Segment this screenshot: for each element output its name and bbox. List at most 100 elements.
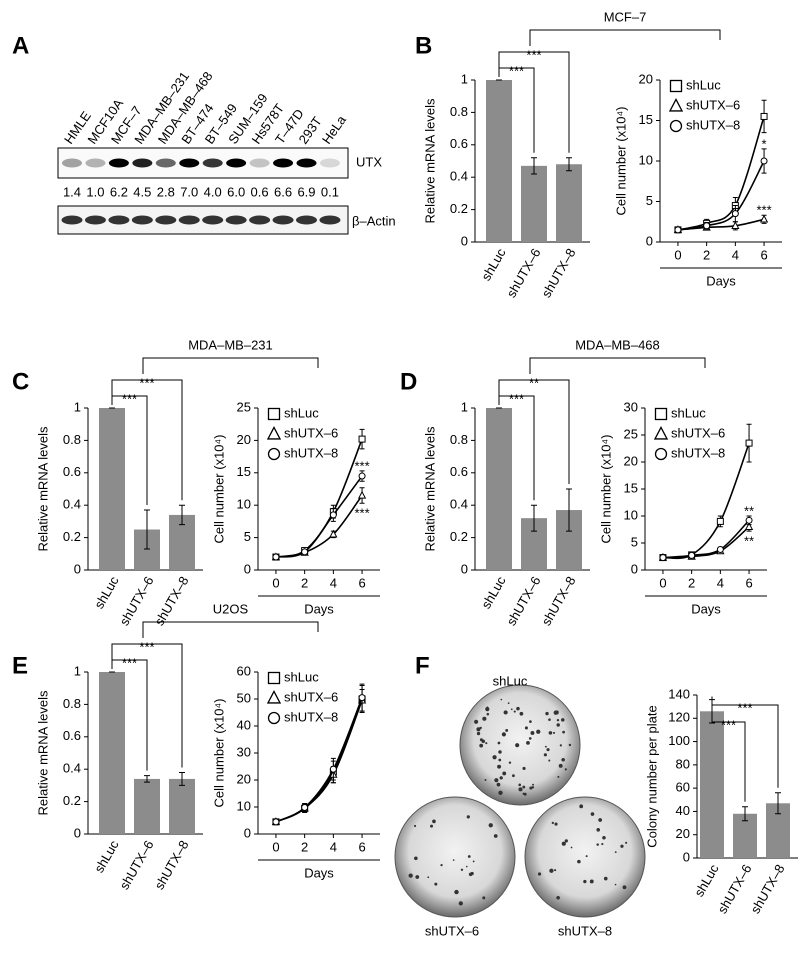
colony bbox=[479, 726, 482, 730]
colony bbox=[494, 778, 499, 783]
colony bbox=[583, 879, 587, 884]
lane-label: HeLa bbox=[319, 112, 350, 147]
category-label: shUTX–6 bbox=[116, 838, 156, 892]
colony bbox=[620, 844, 624, 848]
utx-level: 0.1 bbox=[321, 184, 339, 199]
data-point bbox=[301, 804, 309, 812]
x-tick-label: 0 bbox=[674, 247, 681, 262]
category-label: shLuc bbox=[691, 861, 722, 899]
colony bbox=[496, 782, 501, 787]
legend-label: shUTX–6 bbox=[671, 425, 725, 440]
panel-label: D bbox=[400, 368, 417, 395]
y-axis-label: Cell number (x10⁴) bbox=[211, 435, 226, 544]
actin-band bbox=[178, 215, 200, 225]
legend-marker bbox=[669, 119, 683, 133]
panel-label: A bbox=[12, 32, 29, 59]
x-tick-label: 0 bbox=[659, 575, 666, 590]
significance-label: *** bbox=[122, 391, 137, 406]
y-tick-label: 0.2 bbox=[63, 793, 81, 808]
colony bbox=[596, 843, 599, 846]
colony bbox=[484, 779, 487, 781]
utx-band bbox=[202, 158, 223, 168]
significance-label: *** bbox=[509, 63, 524, 78]
data-point bbox=[760, 157, 768, 165]
colony bbox=[556, 895, 560, 900]
colony bbox=[545, 711, 549, 716]
significance-label: *** bbox=[721, 717, 736, 732]
actin-band bbox=[249, 215, 271, 225]
colony bbox=[507, 702, 510, 704]
legend-label: shLuc bbox=[686, 77, 721, 92]
colony bbox=[510, 708, 513, 711]
colony bbox=[485, 707, 490, 712]
colony bbox=[570, 846, 573, 849]
colony bbox=[515, 743, 520, 748]
plate-label: shUTX–8 bbox=[558, 923, 612, 938]
utx-level: 0.6 bbox=[251, 184, 269, 199]
legend-label: shUTX–6 bbox=[284, 425, 338, 440]
colony bbox=[522, 766, 526, 771]
series-line bbox=[275, 697, 363, 823]
colony bbox=[548, 731, 553, 735]
colony bbox=[601, 842, 604, 846]
x-axis-label: Days bbox=[691, 601, 721, 616]
y-tick-label: 0 bbox=[74, 825, 81, 840]
y-tick-label: 0.8 bbox=[450, 432, 468, 447]
utx-band bbox=[62, 158, 82, 168]
colony bbox=[526, 741, 530, 745]
colony bbox=[492, 755, 497, 760]
colony bbox=[598, 818, 603, 822]
legend-label: shLuc bbox=[284, 669, 319, 684]
error-bar bbox=[144, 775, 150, 783]
utx-level: 6.6 bbox=[274, 184, 292, 199]
colony bbox=[414, 856, 418, 861]
significance-label: *** bbox=[526, 47, 541, 62]
colony bbox=[543, 753, 547, 757]
legend-label: shUTX–8 bbox=[284, 445, 338, 460]
significance-bracket bbox=[711, 696, 779, 788]
y-tick-label: 0 bbox=[244, 825, 251, 840]
colony bbox=[530, 730, 535, 735]
y-tick-label: 0.6 bbox=[63, 464, 81, 479]
legend-marker bbox=[267, 407, 281, 421]
colony bbox=[529, 786, 533, 790]
colony bbox=[516, 706, 520, 711]
y-tick-label: 0 bbox=[244, 561, 251, 576]
utx-band bbox=[249, 158, 270, 168]
y-tick-label: 1 bbox=[74, 663, 81, 678]
colony bbox=[472, 860, 475, 863]
y-tick-label: 0.4 bbox=[450, 497, 468, 512]
y-tick-label: 0 bbox=[631, 561, 638, 576]
utx-band bbox=[296, 158, 317, 168]
actin-band bbox=[155, 215, 177, 225]
colony bbox=[536, 729, 541, 734]
colony bbox=[614, 883, 617, 886]
plate bbox=[394, 796, 516, 918]
colony bbox=[544, 745, 547, 748]
cell-line-title: MDA–MB–468 bbox=[575, 337, 660, 352]
y-tick-label: 0 bbox=[74, 561, 81, 576]
y-tick-label: 0 bbox=[461, 233, 468, 248]
colony bbox=[493, 834, 498, 838]
y-tick-label: 20 bbox=[237, 771, 251, 786]
plate-label: shUTX–6 bbox=[425, 923, 479, 938]
series-line bbox=[677, 116, 765, 231]
significance-label: *** bbox=[354, 458, 369, 473]
utx-level: 1.4 bbox=[63, 184, 81, 199]
colony bbox=[557, 775, 560, 778]
colony bbox=[614, 851, 617, 854]
y-tick-label: 20 bbox=[639, 71, 653, 86]
category-label: shLuc bbox=[478, 245, 509, 283]
y-tick-label: 30 bbox=[624, 399, 638, 414]
colony bbox=[476, 727, 481, 732]
data-point bbox=[357, 490, 367, 499]
category-label: shUTX–8 bbox=[151, 574, 191, 628]
utx-band bbox=[319, 158, 340, 168]
significance-label: *** bbox=[122, 655, 137, 670]
significance-label: ** bbox=[744, 534, 754, 549]
category-label: shUTX–8 bbox=[151, 838, 191, 892]
colony bbox=[537, 872, 542, 876]
y-axis-label: Relative mRNA levels bbox=[422, 426, 437, 551]
x-axis-label: Days bbox=[304, 865, 334, 880]
colony bbox=[549, 868, 554, 873]
